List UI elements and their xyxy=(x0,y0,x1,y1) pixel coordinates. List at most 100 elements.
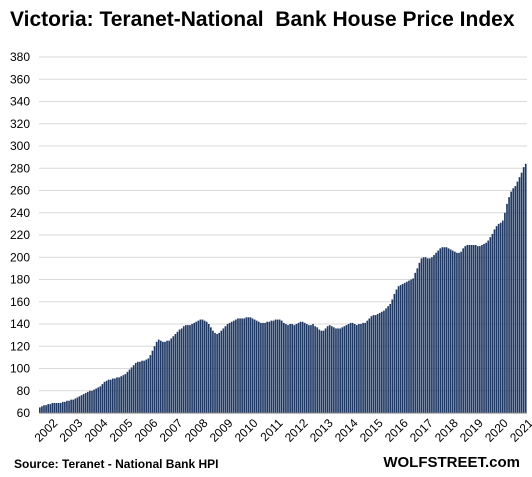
bar xyxy=(343,326,346,413)
x-tick-label: 2006 xyxy=(132,416,161,445)
bar xyxy=(466,245,469,413)
y-tick-label: 80 xyxy=(17,384,31,398)
x-tick-label: 2009 xyxy=(207,416,236,445)
bar xyxy=(497,223,500,414)
bar xyxy=(289,324,291,413)
bar xyxy=(128,369,131,413)
bar xyxy=(80,395,83,413)
bar xyxy=(145,359,148,413)
bar xyxy=(95,388,97,413)
bar xyxy=(443,247,446,413)
bar xyxy=(247,317,250,413)
bar xyxy=(109,379,112,414)
bar xyxy=(508,197,510,413)
bar xyxy=(178,329,181,413)
bar xyxy=(518,177,521,413)
bar xyxy=(353,324,356,413)
bar xyxy=(168,340,170,413)
y-tick-label: 160 xyxy=(10,295,30,309)
bar xyxy=(53,402,56,413)
bar xyxy=(101,384,104,413)
bar xyxy=(303,322,306,413)
bar xyxy=(326,326,329,413)
y-tick-label: 280 xyxy=(10,161,30,175)
bar xyxy=(45,405,47,413)
bar xyxy=(447,248,450,413)
x-tick-label: 2007 xyxy=(157,416,186,445)
bar xyxy=(199,319,202,413)
bar xyxy=(266,321,268,413)
bar xyxy=(339,328,341,413)
bar xyxy=(387,306,389,413)
y-tick-label: 200 xyxy=(10,250,30,264)
bar xyxy=(57,402,60,413)
bar xyxy=(97,387,100,413)
bar xyxy=(205,321,208,413)
bar xyxy=(516,181,519,413)
bar xyxy=(408,280,410,413)
bar xyxy=(320,330,323,413)
bar xyxy=(255,320,258,413)
bar xyxy=(349,322,352,413)
x-tick-label: 2008 xyxy=(182,416,211,445)
bar xyxy=(124,374,127,413)
bar xyxy=(491,233,494,413)
bar xyxy=(235,319,237,413)
bar xyxy=(431,257,433,413)
bar xyxy=(257,321,260,413)
bar xyxy=(107,379,110,414)
bar xyxy=(485,242,487,413)
bar xyxy=(305,324,308,413)
bar xyxy=(226,324,229,413)
bar xyxy=(170,338,173,413)
bar xyxy=(224,326,227,413)
bar xyxy=(414,272,417,413)
bar xyxy=(99,386,102,413)
bar xyxy=(103,381,106,413)
bar xyxy=(468,245,471,413)
x-tick-label: 2016 xyxy=(382,416,411,445)
bar xyxy=(524,163,527,413)
bar xyxy=(370,316,373,413)
bar xyxy=(122,375,125,413)
bar xyxy=(264,322,266,413)
bar xyxy=(191,324,193,413)
bar xyxy=(91,390,93,413)
bar xyxy=(126,371,129,413)
bar xyxy=(216,334,218,413)
bar xyxy=(182,326,185,413)
bar xyxy=(118,377,120,413)
bar xyxy=(420,258,423,413)
bar xyxy=(72,399,75,413)
bar xyxy=(501,220,504,413)
bar xyxy=(139,361,141,413)
x-tick-label: 2021 xyxy=(507,416,532,445)
bar xyxy=(86,391,89,413)
bar xyxy=(176,331,179,413)
bar xyxy=(270,320,273,413)
chart-title: Victoria: Teranet-National Bank House Pr… xyxy=(10,8,515,31)
bar xyxy=(262,322,264,413)
bar xyxy=(316,327,319,413)
bar xyxy=(151,350,154,413)
bar xyxy=(347,324,350,413)
bar xyxy=(193,322,195,413)
bar xyxy=(441,247,444,413)
bar xyxy=(76,397,79,413)
bar xyxy=(241,318,243,413)
bar xyxy=(391,299,394,413)
bar xyxy=(406,281,408,413)
source-note: Source: Teranet - National Bank HPI xyxy=(14,457,219,471)
x-axis-ticks: 2002200320042005200620072008200920102011… xyxy=(32,416,532,445)
bar xyxy=(47,404,50,413)
bar xyxy=(220,330,223,413)
bar xyxy=(189,325,191,413)
x-tick-label: 2015 xyxy=(357,416,386,445)
bar xyxy=(437,250,439,413)
bar xyxy=(324,328,327,413)
bar xyxy=(479,246,481,414)
bar xyxy=(493,229,496,413)
bar xyxy=(59,402,62,413)
bar xyxy=(312,324,314,413)
x-tick-label: 2010 xyxy=(232,416,261,445)
